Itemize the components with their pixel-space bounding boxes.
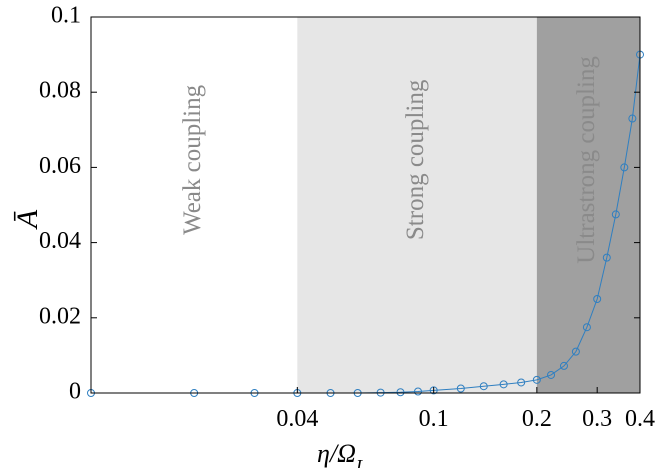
x-tick-label: 0.04 xyxy=(276,406,318,432)
data-point xyxy=(429,386,438,395)
x-tick-label: 0.1 xyxy=(419,406,449,432)
data-point xyxy=(499,380,508,389)
region-label-0: Weak coupling xyxy=(179,84,206,235)
x-tick-label: 0.2 xyxy=(522,406,552,432)
y-axis-ticks: 0 0.02 0.04 0.06 0.08 0.1 xyxy=(39,3,640,405)
data-point xyxy=(582,323,591,332)
x-axis-label: η/ΩL xyxy=(317,439,366,468)
data-point xyxy=(628,114,637,123)
y-tick-label: 0.08 xyxy=(39,78,81,104)
data-point xyxy=(571,347,580,356)
data-point xyxy=(456,384,465,393)
data-point xyxy=(602,253,611,262)
data-point xyxy=(620,163,629,172)
region-band-1 xyxy=(297,17,537,393)
plot-frame xyxy=(90,16,641,394)
data-point xyxy=(547,370,556,379)
coupling-regions xyxy=(91,17,640,393)
region-band-0 xyxy=(91,17,298,393)
y-tick-label: 0.1 xyxy=(51,3,81,29)
y-tick-label: 0.04 xyxy=(39,228,81,254)
data-point xyxy=(479,382,488,391)
region-labels: Weak coupling Strong coupling Ultrastrong … xyxy=(179,56,600,264)
data-point xyxy=(532,375,541,384)
y-axis-label: Ā xyxy=(11,209,44,230)
region-label-2: Ultrastrong coupling xyxy=(573,56,600,264)
data-point xyxy=(517,378,526,387)
data-point xyxy=(611,210,620,219)
x-axis-ticks: 0.04 0.1 0.2 0.3 0.4 xyxy=(276,387,655,432)
data-point xyxy=(559,361,568,370)
data-point xyxy=(414,387,423,396)
region-label-1: Strong coupling xyxy=(402,79,429,240)
y-tick-label: 0.06 xyxy=(39,153,81,179)
y-tick-label: 0 xyxy=(69,379,81,405)
x-tick-label: 0.3 xyxy=(582,406,612,432)
data-point xyxy=(593,295,602,303)
x-tick-label: 0.4 xyxy=(625,406,655,432)
y-tick-label: 0.02 xyxy=(39,303,81,329)
data-point xyxy=(396,388,405,397)
